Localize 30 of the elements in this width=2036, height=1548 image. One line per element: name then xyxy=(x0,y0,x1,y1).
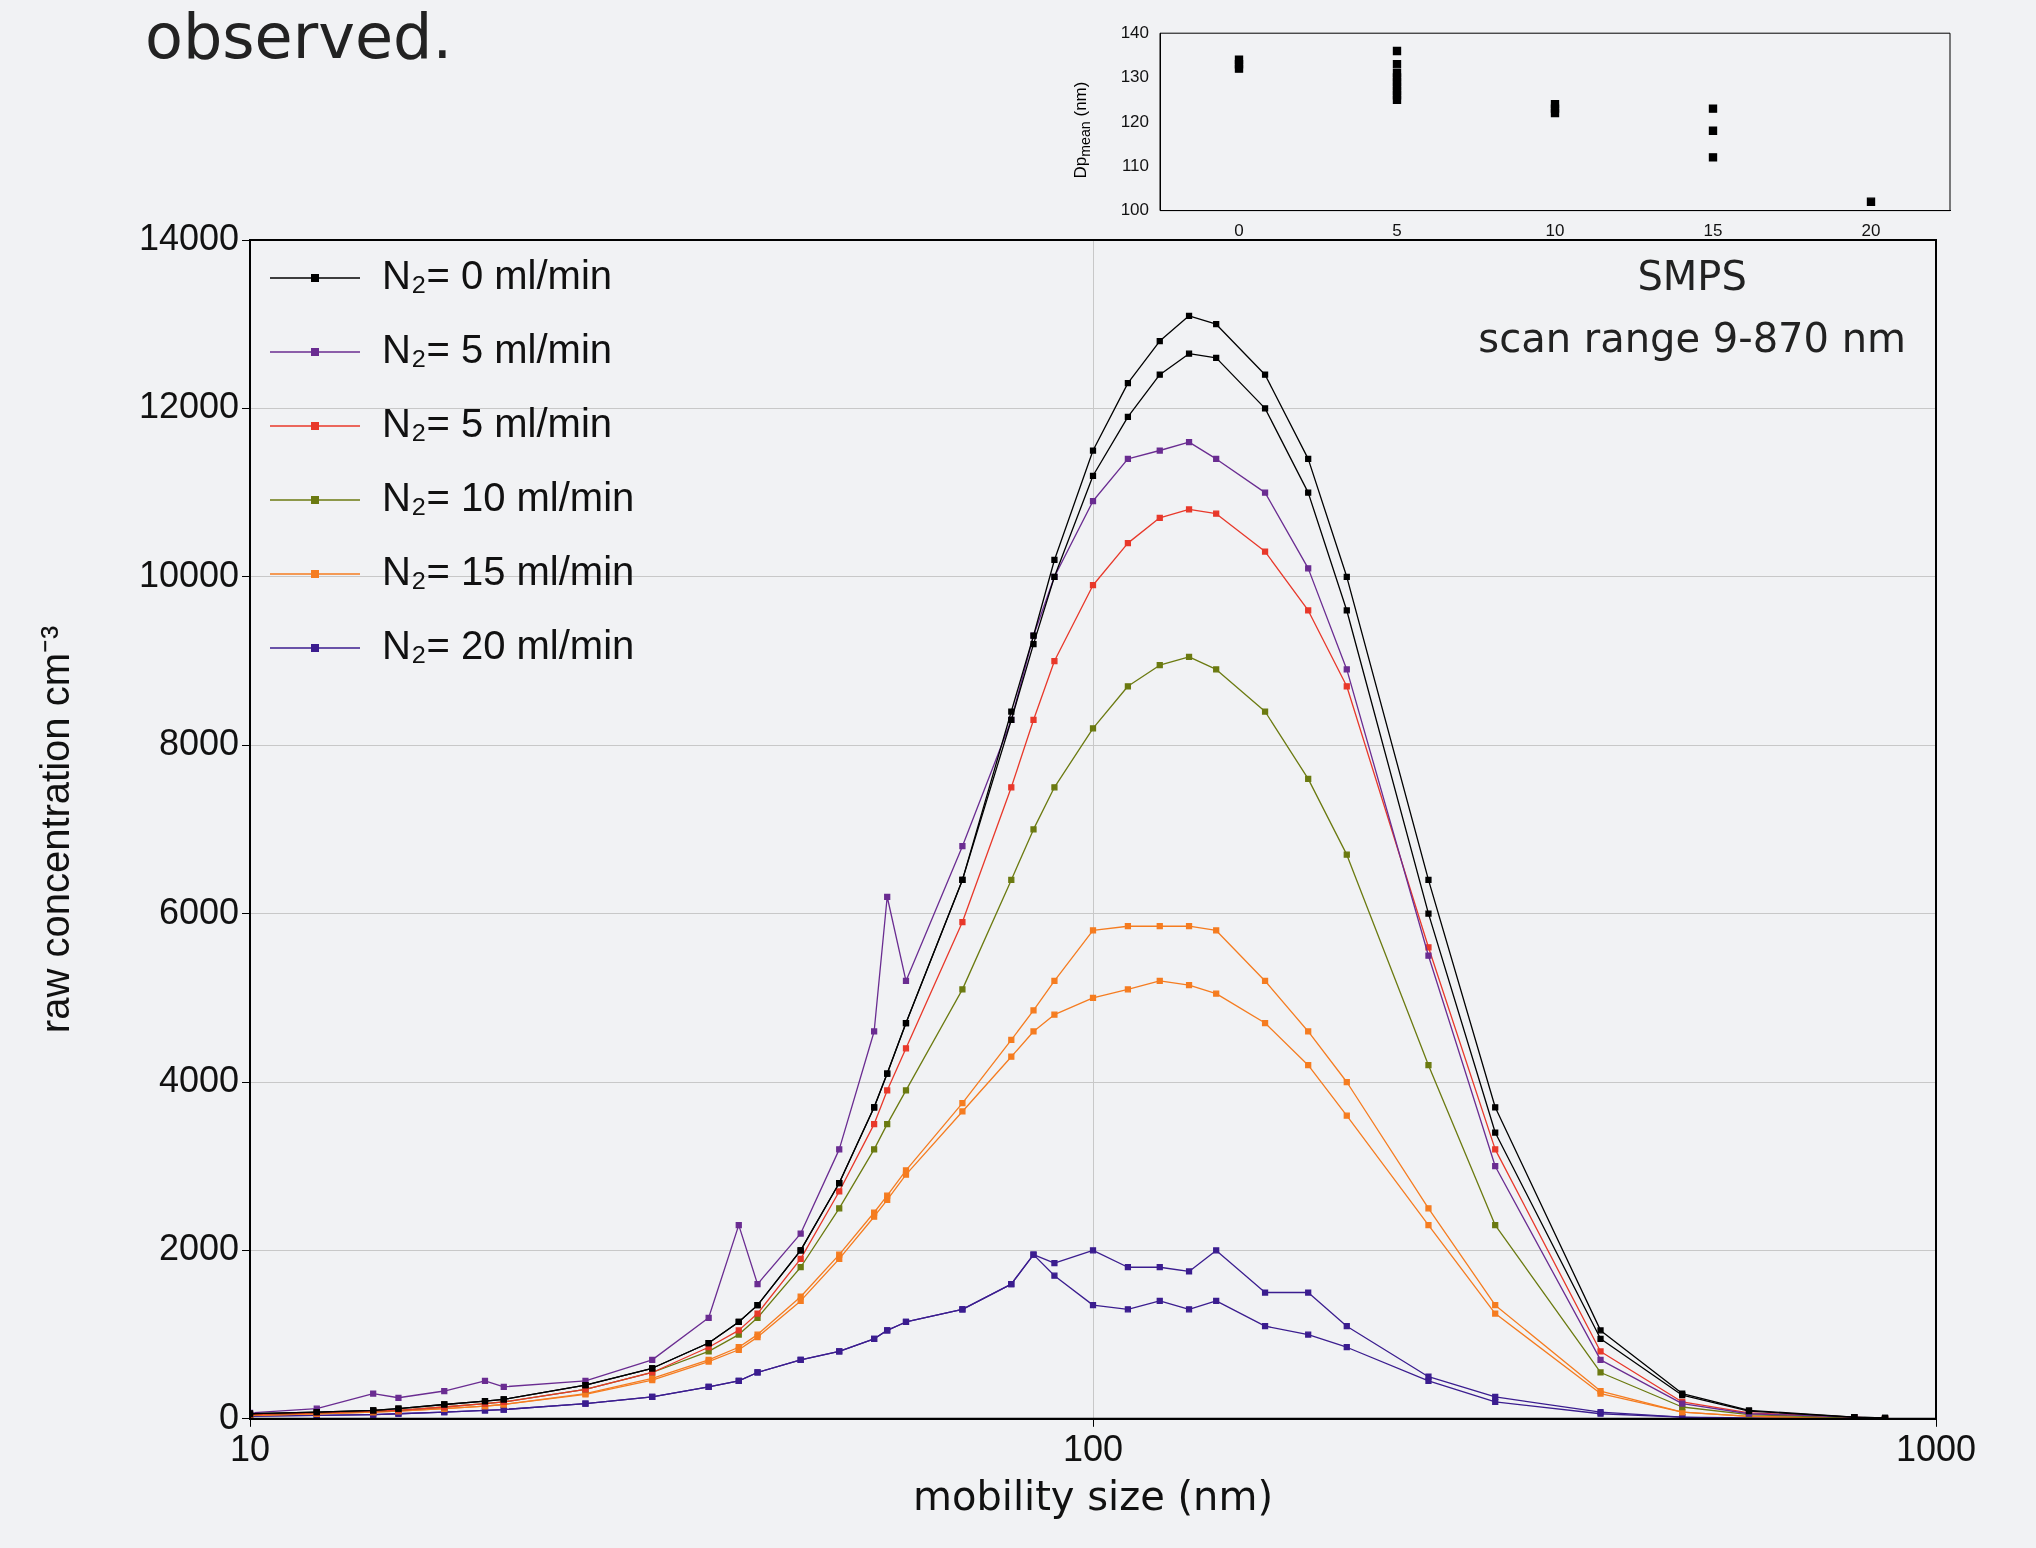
x-tick-label: 5 xyxy=(1392,221,1402,241)
annotation: SMPS xyxy=(1637,253,1747,300)
x-tick-label: 1000 xyxy=(1895,1428,1977,1470)
chart-title: observed. xyxy=(145,0,453,73)
y-tick-label: 8000 xyxy=(158,722,239,764)
y-tick-label: 14000 xyxy=(138,216,239,258)
y-tick-label: 130 xyxy=(1120,67,1149,87)
y-tick-label: 120 xyxy=(1120,111,1149,131)
x-tick-label: 20 xyxy=(1861,221,1881,241)
annotation: scan range 9-870 nm xyxy=(1478,315,1906,362)
y-tick-label: 6000 xyxy=(158,890,239,932)
y-tick-label: 140 xyxy=(1120,22,1149,42)
y-tick-label: 10000 xyxy=(138,553,239,595)
y-tick-label: 2000 xyxy=(158,1227,239,1269)
legend-label: N₂= 5 ml/min xyxy=(382,401,613,446)
y-tick-label: 4000 xyxy=(158,1058,239,1100)
x-axis-title: mobility size (nm) xyxy=(912,1473,1274,1520)
x-tick-label: 10 xyxy=(229,1428,271,1470)
y-tick-label: 100 xyxy=(1120,200,1149,220)
y-tick-label: 110 xyxy=(1121,155,1149,175)
y-axis-title: raw concentration cm⁻³ xyxy=(33,625,78,1034)
legend-label: N₂= 0 ml/min xyxy=(382,253,613,298)
x-tick-label: 15 xyxy=(1703,221,1723,241)
x-tick-label: 0 xyxy=(1234,221,1244,241)
x-tick-label: 10 xyxy=(1545,221,1565,241)
legend-label: N₂= 20 ml/min xyxy=(382,623,635,668)
legend-label: N₂= 15 ml/min xyxy=(382,549,635,594)
legend-label: N₂= 10 ml/min xyxy=(382,475,635,520)
y-tick-label: 12000 xyxy=(138,385,239,427)
legend-label: N₂= 5 ml/min xyxy=(382,327,613,372)
